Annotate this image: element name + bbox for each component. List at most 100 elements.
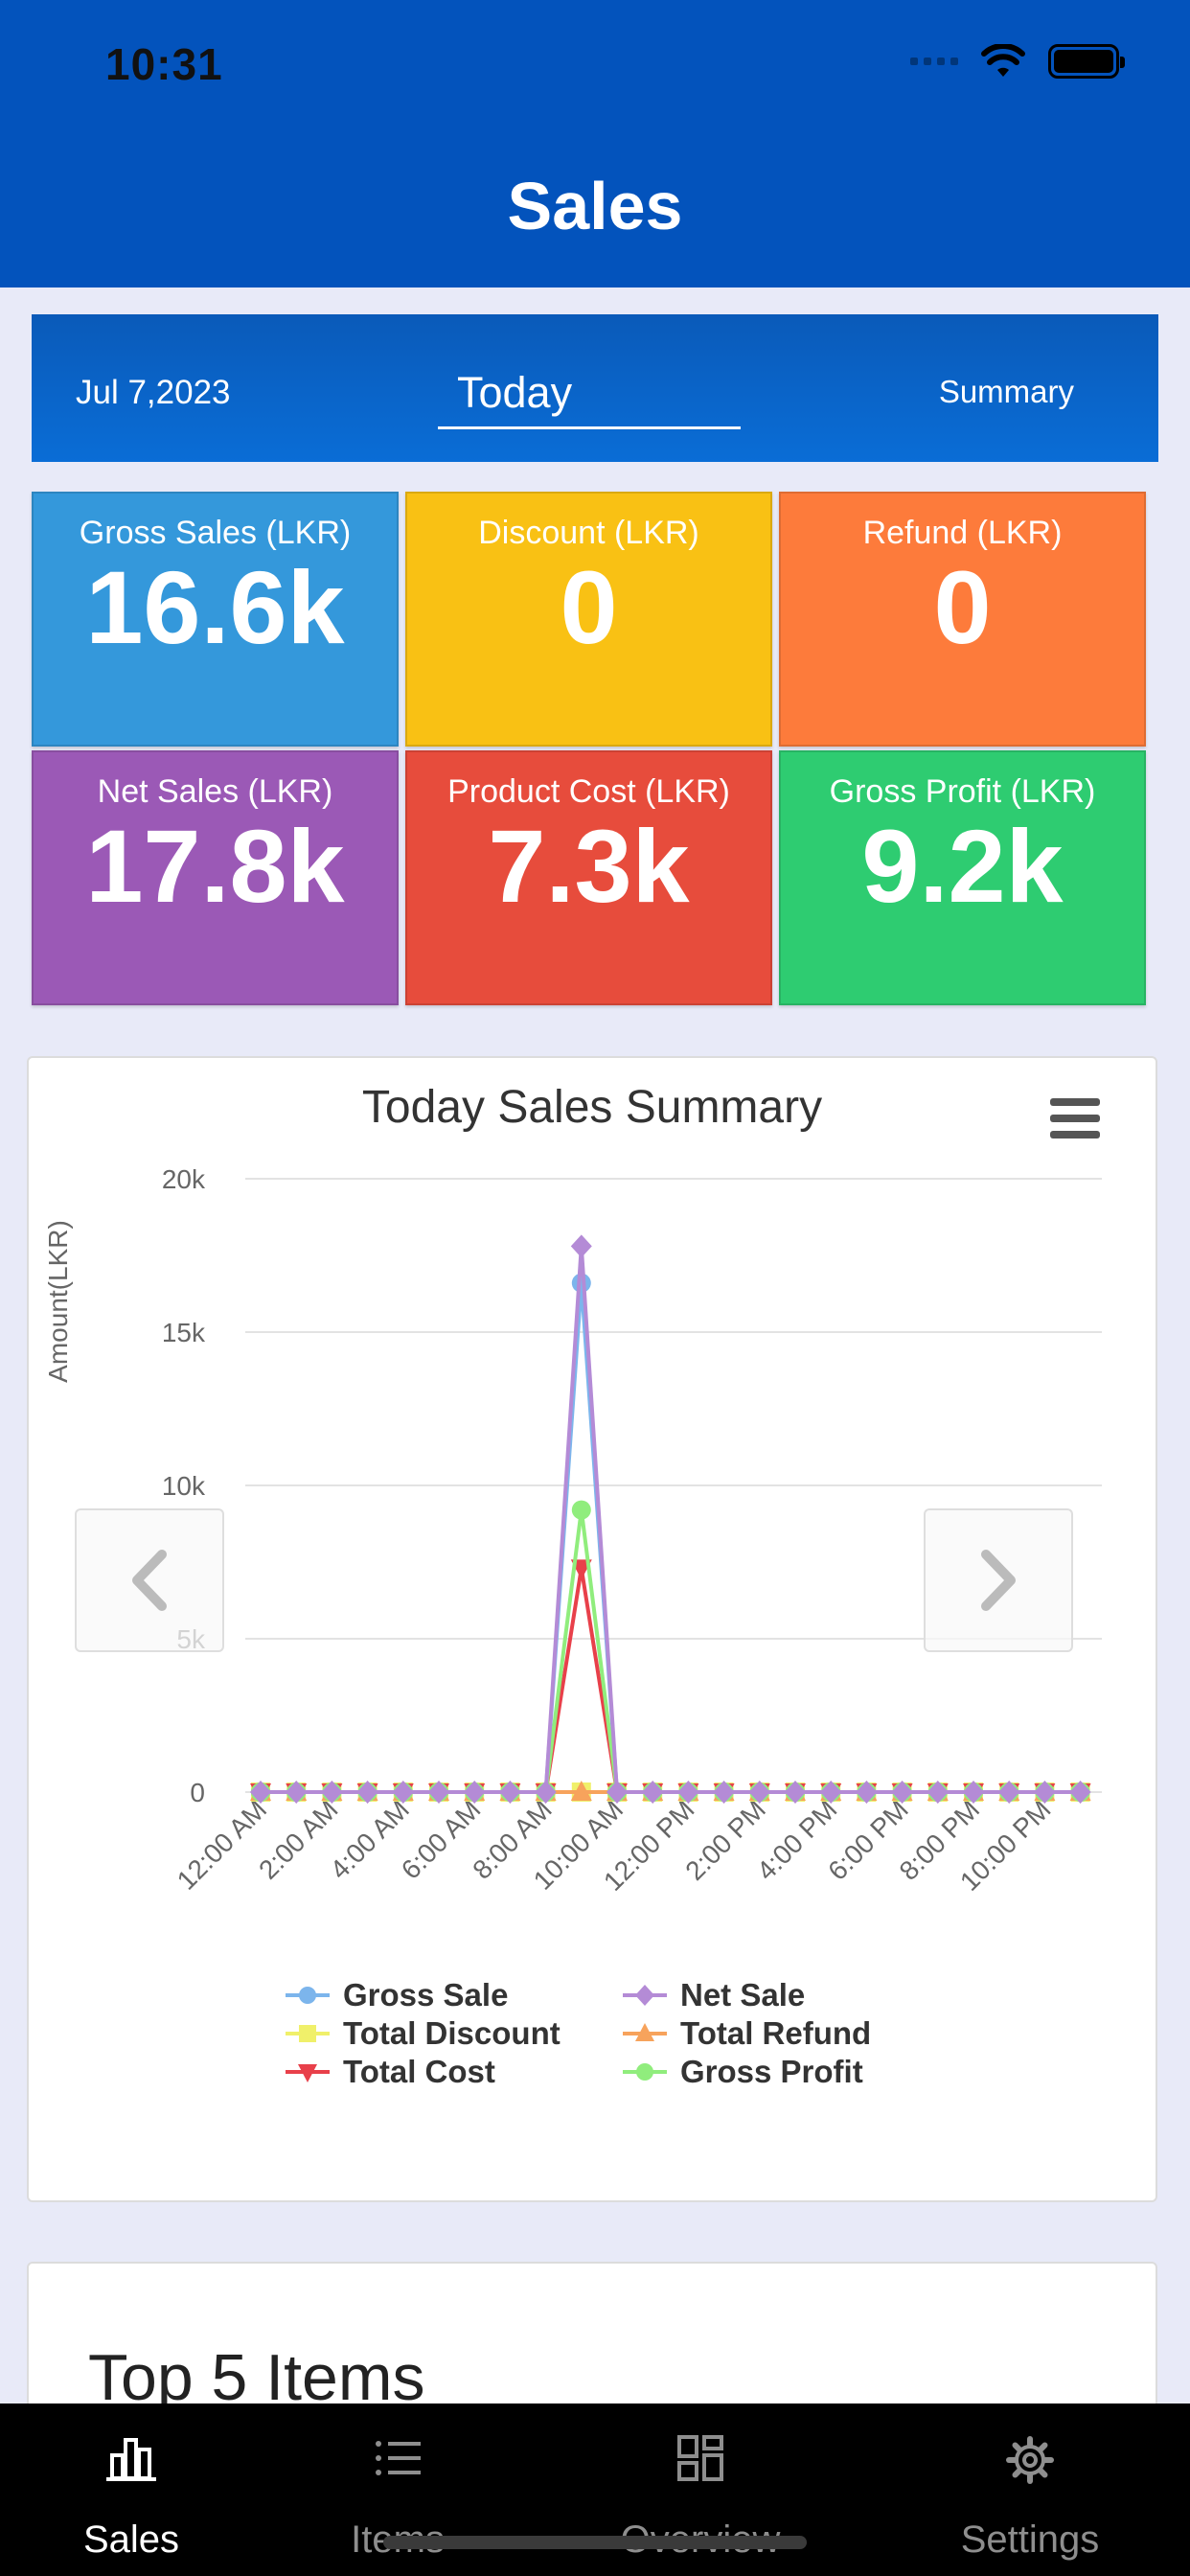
x-tick-label: 4:00 AM — [324, 1794, 415, 1885]
tile-label: Net Sales (LKR) — [97, 773, 333, 810]
data-point — [677, 1781, 699, 1804]
refund-tile: Refund (LKR) 0 — [779, 492, 1146, 747]
tile-label: Gross Profit (LKR) — [829, 773, 1096, 810]
chevron-left-icon — [132, 1550, 167, 1611]
net-sales-tile: Net Sales (LKR) 17.8k — [32, 750, 399, 1005]
data-point — [785, 1781, 806, 1804]
grid-icon — [677, 2435, 723, 2481]
tile-label: Product Cost (LKR) — [447, 773, 730, 810]
wifi-icon — [981, 44, 1025, 77]
data-point — [748, 1781, 770, 1804]
data-point — [321, 1781, 343, 1804]
period-select[interactable]: Today — [438, 368, 741, 429]
tile-value: 7.3k — [488, 808, 690, 924]
data-point — [1034, 1781, 1056, 1804]
chart-title: Today Sales Summary — [361, 1082, 823, 1133]
list-icon — [376, 2441, 421, 2475]
legend-label: Gross Sale — [343, 1977, 509, 2012]
legend-label: Gross Profit — [680, 2054, 863, 2089]
data-point — [535, 1781, 557, 1804]
data-point — [571, 1500, 591, 1520]
legend-item[interactable]: Net Sale — [623, 1976, 956, 2014]
tab-overview[interactable]: Overview — [581, 2404, 820, 2576]
data-point — [464, 1781, 486, 1804]
product-cost-tile: Product Cost (LKR) 7.3k — [405, 750, 772, 1005]
y-tick-label: 10k — [162, 1471, 206, 1501]
date-label[interactable]: Jul 7,2023 — [76, 374, 231, 411]
tab-sales[interactable]: Sales — [11, 2404, 251, 2576]
gear-icon — [1006, 2436, 1054, 2484]
legend-symbol — [623, 2063, 667, 2081]
battery-icon — [1048, 44, 1125, 79]
y-tick-label: 15k — [162, 1318, 206, 1347]
x-tick-label: 12:00 AM — [172, 1794, 273, 1896]
legend-symbol — [286, 1987, 330, 2004]
tile-value: 9.2k — [861, 808, 1064, 924]
y-axis-title: Amount(LKR) — [43, 1220, 73, 1383]
chart-menu-icon[interactable] — [1050, 1098, 1100, 1138]
data-point — [642, 1781, 664, 1804]
legend-item[interactable]: Gross Sale — [286, 1976, 623, 2014]
bar-chart-icon — [106, 2438, 156, 2481]
status-time: 10:31 — [105, 39, 223, 89]
tab-items[interactable]: Items — [278, 2404, 517, 2576]
legend-symbol — [286, 2025, 330, 2042]
legend-label: Net Sale — [680, 1977, 806, 2012]
data-point — [856, 1781, 878, 1804]
gross-sales-tile: Gross Sales (LKR) 16.6k — [32, 492, 399, 747]
data-point — [998, 1781, 1020, 1804]
x-tick-label: 2:00 AM — [253, 1794, 344, 1885]
sales-chart-card: 05k10k15k20kAmount(LKR)12:00 AM2:00 AM4:… — [27, 1056, 1157, 2202]
y-tick-label: 20k — [162, 1164, 206, 1194]
discount-tile: Discount (LKR) 0 — [405, 492, 772, 747]
chart-legend: Gross Sale Net Sale Total Discount Total Re… — [286, 1976, 956, 2091]
y-tick-label: 0 — [190, 1778, 205, 1807]
data-point — [820, 1781, 842, 1804]
data-point — [392, 1781, 414, 1804]
legend-item[interactable]: Total Refund — [623, 2014, 956, 2053]
data-point — [499, 1781, 521, 1804]
x-tick-label: 6:00 AM — [396, 1794, 487, 1885]
sales-chart: 05k10k15k20kAmount(LKR)12:00 AM2:00 AM4:… — [43, 1164, 1102, 1897]
legend-symbol — [623, 2023, 667, 2041]
data-point — [963, 1781, 984, 1804]
tile-label: Refund (LKR) — [862, 515, 1063, 551]
data-point — [713, 1781, 735, 1804]
tile-value: 17.8k — [85, 808, 345, 924]
data-point — [570, 1781, 592, 1801]
legend-symbol — [623, 1985, 667, 2006]
data-point — [1069, 1781, 1091, 1804]
summary-toggle[interactable]: Summary — [938, 374, 1074, 409]
next-arrow-button[interactable] — [924, 1508, 1073, 1652]
tile-label: Discount (LKR) — [478, 515, 699, 551]
tile-value: 0 — [933, 549, 992, 665]
tab-settings[interactable]: Settings — [910, 2404, 1150, 2576]
legend-symbol — [286, 2064, 330, 2082]
legend-label: Total Discount — [343, 2015, 561, 2051]
signal-icon — [910, 58, 958, 65]
tab-label: Settings — [960, 2518, 1100, 2561]
data-point — [570, 1234, 592, 1258]
tab-label: Sales — [82, 2518, 180, 2561]
data-point — [286, 1781, 308, 1804]
previous-arrow-button[interactable] — [75, 1508, 224, 1652]
legend-item[interactable]: Total Discount — [286, 2014, 623, 2053]
date-bar: Jul 7,2023 Today Summary — [32, 314, 1158, 462]
data-point — [356, 1781, 378, 1804]
top-items-title: Top 5 Items — [88, 2341, 425, 2414]
tile-label: Gross Sales (LKR) — [79, 515, 352, 551]
data-point — [250, 1781, 271, 1804]
legend-label: Total Refund — [680, 2015, 872, 2051]
app-header: 10:31 Sales — [0, 0, 1190, 288]
data-point — [571, 1273, 591, 1293]
page-title: Sales — [507, 169, 683, 243]
gross-profit-tile: Gross Profit (LKR) 9.2k — [779, 750, 1146, 1005]
tab-bar: Sales Items Overview — [0, 2404, 1190, 2576]
chevron-right-icon — [981, 1550, 1016, 1611]
tile-value: 0 — [560, 549, 618, 665]
data-point — [606, 1781, 628, 1804]
legend-item[interactable]: Gross Profit — [623, 2053, 956, 2091]
tile-value: 16.6k — [85, 549, 345, 665]
legend-item[interactable]: Total Cost — [286, 2053, 623, 2091]
data-point — [927, 1781, 949, 1804]
